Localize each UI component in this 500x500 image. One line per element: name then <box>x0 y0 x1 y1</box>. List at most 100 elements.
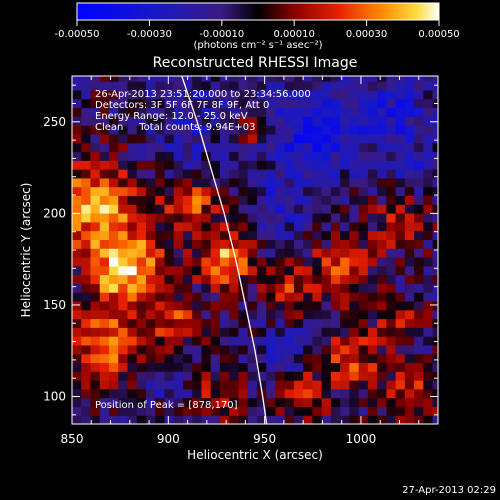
heatmap-cell <box>118 256 129 267</box>
heatmap-cell <box>284 81 295 91</box>
heatmap-cell <box>349 256 360 267</box>
heatmap-cell <box>118 388 129 399</box>
heatmap-cell <box>229 318 240 328</box>
heatmap-cell <box>367 239 378 249</box>
heatmap-cell <box>423 362 434 372</box>
heatmap-cell <box>275 239 286 249</box>
heatmap-cell <box>136 213 147 223</box>
heatmap-cell <box>229 353 240 364</box>
heatmap-cell <box>118 230 129 240</box>
heatmap-cell <box>303 239 314 249</box>
heatmap-cell <box>173 195 184 205</box>
heatmap-cell <box>432 397 438 408</box>
heatmap-cell <box>173 265 184 276</box>
heatmap-cell <box>210 98 221 109</box>
heatmap-cell <box>312 221 323 232</box>
heatmap-cell <box>90 415 101 424</box>
heatmap-cell <box>72 292 82 302</box>
heatmap-cell <box>229 388 240 399</box>
heatmap-cell <box>72 406 82 416</box>
heatmap-cell <box>81 256 92 267</box>
heatmap-cell <box>164 265 175 276</box>
heatmap-cell <box>340 142 350 153</box>
heatmap-cell <box>118 81 129 91</box>
heatmap-cell <box>256 256 267 267</box>
heatmap-cell <box>293 230 304 240</box>
heatmap-cell <box>340 89 350 100</box>
heatmap-cell <box>303 125 314 135</box>
heatmap-cell <box>340 125 350 135</box>
heatmap-cell <box>136 116 147 126</box>
heatmap-cell <box>210 151 221 161</box>
heatmap-cell <box>414 98 424 109</box>
heatmap-cell <box>210 221 221 232</box>
heatmap-cell <box>127 169 138 179</box>
heatmap-cell <box>303 274 314 284</box>
heatmap-cell <box>330 362 341 372</box>
heatmap-cell <box>127 274 138 284</box>
heatmap-cell <box>247 371 258 381</box>
heatmap-cell <box>127 327 138 337</box>
heatmap-cell <box>266 256 277 267</box>
heatmap-cell <box>164 195 175 205</box>
heatmap-cell <box>367 406 378 416</box>
heatmap-cell <box>155 239 166 249</box>
heatmap-cell <box>330 336 341 346</box>
heatmap-cell <box>219 169 230 179</box>
heatmap-cell <box>173 292 184 302</box>
heatmap-cell <box>90 265 101 276</box>
heatmap-cell <box>293 81 304 91</box>
heatmap-cell <box>266 142 277 153</box>
heatmap-cell <box>275 213 286 223</box>
heatmap-cell <box>340 397 350 408</box>
heatmap-cell <box>219 248 230 258</box>
heatmap-cell <box>136 406 147 416</box>
heatmap-cell <box>192 169 203 179</box>
heatmap-cell <box>90 388 101 399</box>
heatmap-cell <box>238 107 249 117</box>
colorbar-tick-label: -0.00030 <box>127 29 172 40</box>
heatmap-cell <box>127 230 138 240</box>
heatmap-cell <box>247 397 258 408</box>
heatmap-cell <box>275 195 286 205</box>
heatmap-cell <box>164 125 175 135</box>
heatmap-cell <box>358 213 369 223</box>
heatmap-cell <box>108 300 119 311</box>
heatmap-cell <box>321 300 332 311</box>
heatmap-cell <box>367 195 378 205</box>
heatmap-cell <box>266 169 277 179</box>
heatmap-cell <box>192 142 203 153</box>
heatmap-cell <box>90 300 101 311</box>
heatmap-cell <box>349 98 360 109</box>
heatmap-cell <box>229 397 240 408</box>
heatmap-cell <box>192 186 203 197</box>
heatmap-cell <box>395 76 406 82</box>
heatmap-cell <box>90 98 101 109</box>
heatmap-cell <box>330 406 341 416</box>
heatmap-cell <box>219 344 230 355</box>
heatmap-cell <box>210 406 221 416</box>
heatmap-cell <box>173 98 184 109</box>
heatmap-cell <box>423 371 434 381</box>
heatmap-cell <box>192 125 203 135</box>
heatmap-cell <box>386 274 397 284</box>
heatmap-cell <box>182 98 193 109</box>
heatmap-cell <box>303 388 314 399</box>
heatmap-cell <box>432 125 438 135</box>
heatmap-cell <box>367 415 378 424</box>
heatmap-cell <box>386 151 397 161</box>
heatmap-cell <box>256 309 267 320</box>
heatmap-cell <box>173 380 184 390</box>
heatmap-cell <box>293 318 304 328</box>
heatmap-cell <box>136 195 147 205</box>
heatmap-cell <box>99 283 110 293</box>
heatmap-cell <box>90 81 101 91</box>
heatmap-cell <box>386 300 397 311</box>
heatmap-cell <box>145 142 156 153</box>
heatmap-cell <box>145 133 156 144</box>
heatmap-cell <box>136 89 147 100</box>
heatmap-cell <box>404 160 415 170</box>
heatmap-cell <box>303 318 314 328</box>
heatmap-cell <box>182 133 193 144</box>
heatmap-cell <box>127 292 138 302</box>
